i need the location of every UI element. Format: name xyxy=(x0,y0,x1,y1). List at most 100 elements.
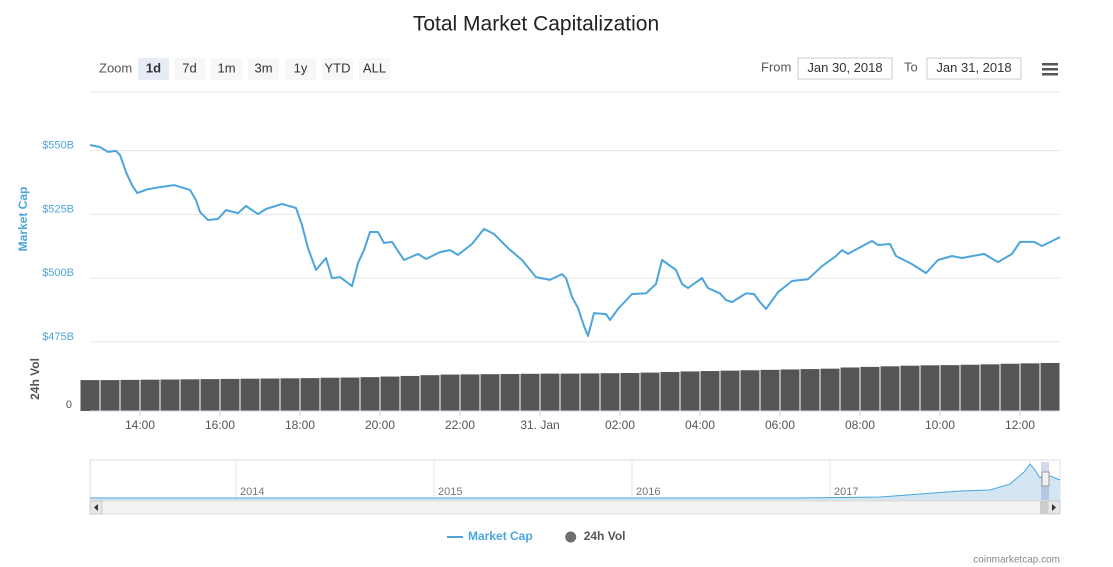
volume-bar xyxy=(820,368,840,411)
arrow-left xyxy=(94,504,98,511)
volume-bar xyxy=(680,371,700,411)
volume-bar xyxy=(700,371,720,411)
volume-bar xyxy=(80,380,100,411)
volume-bar xyxy=(400,375,420,411)
menu-button[interactable] xyxy=(1040,60,1060,78)
x-tick-label: 31. Jan xyxy=(520,418,559,432)
volume-bar xyxy=(340,377,360,411)
navigator-label: 2014 xyxy=(240,486,264,498)
y2-tick-label: 0 xyxy=(66,399,72,411)
zoom-button[interactable] xyxy=(174,58,205,80)
navigator-handle[interactable] xyxy=(1041,471,1050,487)
volume-bar xyxy=(180,379,200,411)
from-value: Jan 30, 2018 xyxy=(807,60,882,75)
volume-bar xyxy=(260,378,280,411)
x-tick-label: 18:00 xyxy=(285,418,315,432)
x-tick-label: 16:00 xyxy=(205,418,235,432)
volume-bar xyxy=(860,366,880,411)
volume-bar xyxy=(560,373,580,411)
from-label: From xyxy=(761,59,791,74)
y2-axis-title: 24h Vol xyxy=(28,358,42,400)
zoom-label: Zoom xyxy=(99,60,132,75)
legend-swatch xyxy=(565,531,577,543)
x-tick-label: 10:00 xyxy=(925,418,955,432)
volume-bar xyxy=(940,365,960,411)
volume-bar xyxy=(460,374,480,411)
volume-bar xyxy=(520,373,540,411)
volume-bar xyxy=(200,379,220,411)
x-tick-label: 02:00 xyxy=(605,418,635,432)
volume-bar xyxy=(600,373,620,411)
to-label: To xyxy=(904,59,918,74)
volume-bar xyxy=(280,378,300,411)
volume-bar xyxy=(980,364,1000,411)
volume-bar xyxy=(540,373,560,411)
x-tick-label: 04:00 xyxy=(685,418,715,432)
volume-bar xyxy=(320,377,340,411)
volume-bar xyxy=(760,369,780,411)
zoom-button[interactable] xyxy=(359,58,390,80)
zoom-button-label: 7d xyxy=(182,60,196,75)
credit: coinmarketcap.com xyxy=(973,555,1060,566)
volume-bar xyxy=(640,372,660,411)
volume-bar xyxy=(780,369,800,411)
to-value: Jan 31, 2018 xyxy=(936,60,1011,75)
to-input[interactable] xyxy=(926,57,1022,80)
volume-bar xyxy=(480,374,500,411)
volume-bar xyxy=(740,370,760,411)
y-tick-label: $475B xyxy=(42,331,74,343)
volume-bar xyxy=(360,377,380,411)
zoom-button-label: 3m xyxy=(254,60,272,75)
menu-bar xyxy=(1042,68,1058,71)
x-tick-label: 20:00 xyxy=(365,418,395,432)
zoom-buttons: 1d 7d 1m 3m 1y YTD ALL xyxy=(138,58,390,80)
zoom-button-label: 1d xyxy=(146,60,161,75)
navigator-label: 2015 xyxy=(438,486,462,498)
volume-bar xyxy=(1040,362,1060,411)
volume-bar xyxy=(160,379,180,411)
volume-bar xyxy=(140,379,160,411)
volume-bar xyxy=(800,369,820,411)
legend-label[interactable]: Market Cap xyxy=(468,529,533,543)
volume-bar xyxy=(960,364,980,411)
y-tick-label: $500B xyxy=(42,267,74,279)
zoom-button[interactable] xyxy=(211,58,242,80)
zoom-button[interactable] xyxy=(285,58,316,80)
volume-bar xyxy=(720,370,740,411)
zoom-button[interactable] xyxy=(248,58,279,80)
volume-bar xyxy=(880,366,900,411)
volume-bar xyxy=(240,378,260,411)
zoom-button-label: 1y xyxy=(294,60,308,75)
volume-bar xyxy=(660,372,680,411)
from-input[interactable] xyxy=(797,57,893,80)
x-tick-label: 08:00 xyxy=(845,418,875,432)
x-tick-label: 14:00 xyxy=(125,418,155,432)
volume-bar xyxy=(1020,363,1040,411)
scrollbar[interactable] xyxy=(89,500,1061,515)
x-tick-label: 22:00 xyxy=(445,418,475,432)
volume-bar xyxy=(1000,363,1020,411)
y-axis-title: Market Cap xyxy=(16,187,30,252)
volume-bar xyxy=(300,378,320,411)
volume-bar xyxy=(100,380,120,411)
zoom-button[interactable] xyxy=(138,58,169,80)
volume-bar xyxy=(620,373,640,411)
y-tick-label: $550B xyxy=(42,140,74,152)
x-tick-label: 12:00 xyxy=(1005,418,1035,432)
volume-bar xyxy=(500,373,520,411)
market-cap-line xyxy=(89,144,1061,337)
y-tick-label: $525B xyxy=(42,203,74,215)
navigator-area xyxy=(90,464,1060,500)
legend-label[interactable]: 24h Vol xyxy=(584,529,626,543)
volume-bar xyxy=(900,365,920,411)
navigator-label: 2017 xyxy=(834,486,858,498)
menu-bar xyxy=(1042,73,1058,76)
chart-title: Total Market Capitalization xyxy=(413,13,659,36)
scroll-thumb[interactable] xyxy=(1040,501,1048,514)
arrow-right xyxy=(1052,504,1056,511)
zoom-button[interactable] xyxy=(322,58,353,80)
volume-bar xyxy=(580,373,600,411)
volume-bar xyxy=(420,375,440,411)
volume-bar xyxy=(220,378,240,411)
